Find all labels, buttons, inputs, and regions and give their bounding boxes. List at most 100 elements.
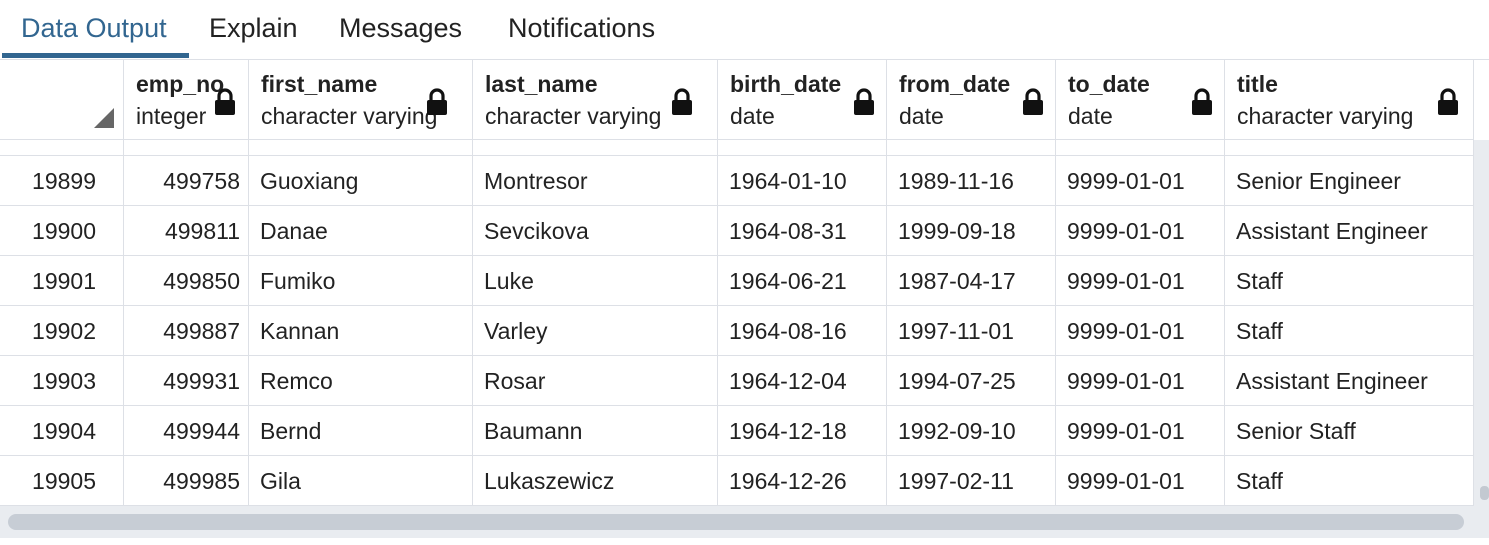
- grid-cell-emp-no[interactable]: 499931: [124, 356, 249, 406]
- grid-cell-birth-date[interactable]: 1964-06-21: [718, 256, 887, 306]
- grid-cell-title[interactable]: Senior Engineer: [1225, 156, 1474, 206]
- grid-cell-to-date[interactable]: 9999-01-01: [1056, 156, 1225, 206]
- tab-messages[interactable]: Messages: [339, 13, 463, 43]
- row-number[interactable]: 19901: [0, 256, 124, 306]
- lock-icon: [1022, 88, 1044, 116]
- column-name: birth_date: [730, 71, 842, 97]
- grid-cell-to-date[interactable]: 9999-01-01: [1056, 456, 1225, 506]
- column-name: last_name: [485, 71, 598, 97]
- column-header-last-name[interactable]: last_name character varying: [473, 60, 718, 140]
- result-tab-bar: Data Output Explain Messages Notificatio…: [0, 0, 1489, 60]
- grid-cell-emp-no[interactable]: 499850: [124, 256, 249, 306]
- grid-cell-last-name[interactable]: Baumann: [473, 406, 718, 456]
- grid-cell-to-date[interactable]: 9999-01-01: [1056, 356, 1225, 406]
- grid-cell-last-name[interactable]: Luke: [473, 256, 718, 306]
- grid-cell-from-date[interactable]: 1994-07-25: [887, 356, 1056, 406]
- corner-triangle-icon: [94, 108, 114, 128]
- grid-cell-first-name[interactable]: Fumiko: [249, 256, 473, 306]
- grid-cell-partial: [1225, 140, 1474, 156]
- grid-cell-first-name[interactable]: Remco: [249, 356, 473, 406]
- grid-cell-emp-no[interactable]: 499811: [124, 206, 249, 256]
- grid-cell-emp-no[interactable]: 499944: [124, 406, 249, 456]
- grid-cell-partial: [124, 140, 249, 156]
- grid-cell-last-name[interactable]: Lukaszewicz: [473, 456, 718, 506]
- grid-cell-from-date[interactable]: 1989-11-16: [887, 156, 1056, 206]
- grid-cell-from-date[interactable]: 1987-04-17: [887, 256, 1056, 306]
- column-type: integer: [136, 103, 207, 129]
- tab-notifications[interactable]: Notifications: [508, 13, 656, 43]
- grid-cell-partial: [718, 140, 887, 156]
- row-number[interactable]: 19905: [0, 456, 124, 506]
- row-number-cell-partial: [0, 140, 124, 156]
- grid-cell-title[interactable]: Staff: [1225, 456, 1474, 506]
- grid-cell-to-date[interactable]: 9999-01-01: [1056, 306, 1225, 356]
- grid-cell-from-date[interactable]: 1992-09-10: [887, 406, 1056, 456]
- row-number[interactable]: 19904: [0, 406, 124, 456]
- grid-cell-emp-no[interactable]: 499985: [124, 456, 249, 506]
- lock-icon: [853, 88, 875, 116]
- grid-cell-partial: [249, 140, 473, 156]
- lock-icon: [1437, 88, 1459, 116]
- grid-cell-last-name[interactable]: Varley: [473, 306, 718, 356]
- column-name: emp_no: [136, 71, 225, 97]
- grid-cell-emp-no[interactable]: 499887: [124, 306, 249, 356]
- grid-cell-title[interactable]: Senior Staff: [1225, 406, 1474, 456]
- column-name: from_date: [899, 71, 1011, 97]
- tab-data-output[interactable]: Data Output: [21, 13, 167, 43]
- grid-cell-title[interactable]: Staff: [1225, 256, 1474, 306]
- column-type: date: [730, 103, 775, 129]
- column-type: date: [1068, 103, 1113, 129]
- lock-icon: [214, 88, 236, 116]
- grid-cell-to-date[interactable]: 9999-01-01: [1056, 256, 1225, 306]
- row-number[interactable]: 19899: [0, 156, 124, 206]
- grid-cell-partial: [1056, 140, 1225, 156]
- column-name: first_name: [261, 71, 378, 97]
- grid-cell-birth-date[interactable]: 1964-08-31: [718, 206, 887, 256]
- column-header-title[interactable]: title character varying: [1225, 60, 1474, 140]
- lock-icon: [1191, 88, 1213, 116]
- column-type: character varying: [261, 103, 438, 129]
- grid-cell-from-date[interactable]: 1999-09-18: [887, 206, 1056, 256]
- grid-cell-title[interactable]: Assistant Engineer: [1225, 206, 1474, 256]
- grid-cell-to-date[interactable]: 9999-01-01: [1056, 206, 1225, 256]
- row-number[interactable]: 19903: [0, 356, 124, 406]
- grid-cell-birth-date[interactable]: 1964-12-26: [718, 456, 887, 506]
- grid-cell-title[interactable]: Assistant Engineer: [1225, 356, 1474, 406]
- grid-cell-first-name[interactable]: Gila: [249, 456, 473, 506]
- grid-cell-birth-date[interactable]: 1964-12-18: [718, 406, 887, 456]
- grid-cell-first-name[interactable]: Danae: [249, 206, 473, 256]
- grid-cell-last-name[interactable]: Rosar: [473, 356, 718, 406]
- row-number[interactable]: 19900: [0, 206, 124, 256]
- grid-cell-title[interactable]: Staff: [1225, 306, 1474, 356]
- grid-cell-to-date[interactable]: 9999-01-01: [1056, 406, 1225, 456]
- column-type: date: [899, 103, 944, 129]
- lock-icon: [426, 88, 448, 116]
- grid-cell-first-name[interactable]: Kannan: [249, 306, 473, 356]
- vertical-scrollbar[interactable]: [1474, 140, 1489, 506]
- vertical-scrollbar-thumb[interactable]: [1480, 486, 1489, 500]
- column-header-first-name[interactable]: first_name character varying: [249, 60, 473, 140]
- grid-cell-partial: [473, 140, 718, 156]
- grid-cell-birth-date[interactable]: 1964-12-04: [718, 356, 887, 406]
- column-name: to_date: [1068, 71, 1150, 97]
- grid-cell-last-name[interactable]: Sevcikova: [473, 206, 718, 256]
- column-type: character varying: [1237, 103, 1414, 129]
- grid-cell-last-name[interactable]: Montresor: [473, 156, 718, 206]
- horizontal-scrollbar-thumb[interactable]: [8, 514, 1464, 530]
- grid-cell-from-date[interactable]: 1997-02-11: [887, 456, 1056, 506]
- grid-cell-emp-no[interactable]: 499758: [124, 156, 249, 206]
- row-number[interactable]: 19902: [0, 306, 124, 356]
- grid-cell-first-name[interactable]: Guoxiang: [249, 156, 473, 206]
- active-tab-indicator: [2, 53, 189, 58]
- grid-corner-header[interactable]: [0, 60, 124, 140]
- grid-cell-birth-date[interactable]: 1964-01-10: [718, 156, 887, 206]
- grid-cell-from-date[interactable]: 1997-11-01: [887, 306, 1056, 356]
- grid-cell-birth-date[interactable]: 1964-08-16: [718, 306, 887, 356]
- grid-cell-first-name[interactable]: Bernd: [249, 406, 473, 456]
- tab-explain[interactable]: Explain: [209, 13, 298, 43]
